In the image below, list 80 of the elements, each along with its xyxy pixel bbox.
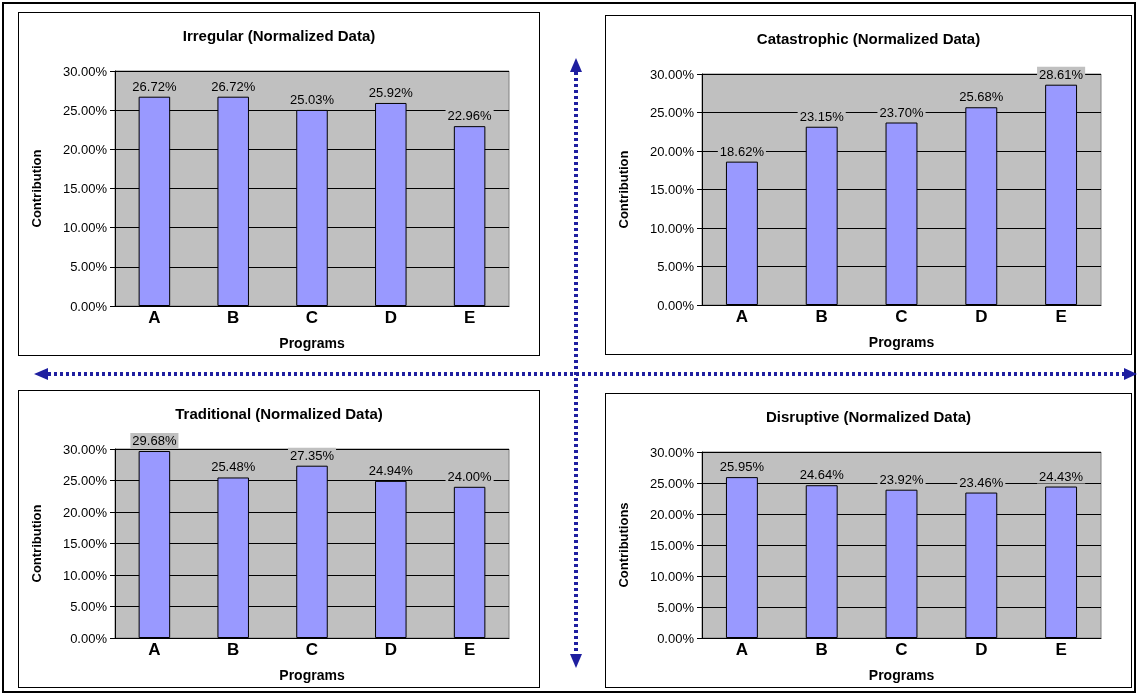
x-tick-label: B bbox=[227, 640, 240, 659]
y-tick-label: 15.00% bbox=[649, 537, 695, 553]
y-tick-label: 30.00% bbox=[649, 444, 695, 460]
y-axis-title: Contribution bbox=[29, 149, 44, 228]
x-tick-label: D bbox=[384, 640, 397, 659]
data-label: 23.70% bbox=[879, 104, 924, 120]
chart-title: Traditional (Normalized Data) bbox=[175, 405, 383, 422]
y-tick-label: 20.00% bbox=[649, 506, 695, 522]
y-tick-label: 5.00% bbox=[657, 259, 695, 274]
y-tick-label: 10.00% bbox=[62, 220, 108, 236]
chart-title: Disruptive (Normalized Data) bbox=[765, 408, 972, 425]
x-tick-label: C bbox=[895, 307, 908, 326]
y-tick-label: 0.00% bbox=[657, 630, 695, 646]
y-tick-label: 30.00% bbox=[62, 63, 108, 79]
chart-title: Irregular (Normalized Data) bbox=[182, 27, 376, 44]
data-label: 26.72% bbox=[132, 78, 177, 94]
data-label: 24.43% bbox=[1039, 468, 1084, 484]
y-tick-label: 5.00% bbox=[70, 259, 108, 275]
data-label: 24.00% bbox=[447, 468, 493, 484]
data-label: 25.48% bbox=[211, 459, 256, 475]
x-tick-label: A bbox=[148, 640, 161, 659]
data-label: 24.94% bbox=[368, 462, 414, 478]
x-tick-label: A bbox=[148, 308, 161, 327]
x-tick-label: C bbox=[305, 308, 319, 327]
y-axis-title: Contributions bbox=[616, 502, 631, 588]
y-tick-label: 25.00% bbox=[649, 475, 695, 491]
y-axis-title: Contribution bbox=[616, 150, 631, 229]
y-tick-label: 25.00% bbox=[62, 102, 108, 118]
y-tick-label: 0.00% bbox=[70, 298, 108, 314]
y-tick-label: 0.00% bbox=[70, 630, 108, 646]
x-tick-label: E bbox=[1055, 307, 1067, 326]
x-tick-label: A bbox=[735, 640, 749, 659]
x-tick-label: E bbox=[463, 308, 476, 327]
y-tick-label: 10.00% bbox=[649, 568, 695, 584]
y-tick-label: 30.00% bbox=[62, 441, 108, 457]
data-label: 27.35% bbox=[289, 447, 335, 463]
data-label: 18.62% bbox=[719, 143, 765, 159]
data-label: 28.61% bbox=[1039, 66, 1084, 82]
y-tick-label: 5.00% bbox=[657, 599, 695, 615]
y-tick-label: 10.00% bbox=[62, 567, 108, 583]
y-tick-label: 20.00% bbox=[62, 504, 108, 520]
y-tick-label: 15.00% bbox=[62, 181, 108, 196]
x-tick-label: C bbox=[305, 640, 319, 659]
x-tick-label: D bbox=[975, 307, 988, 326]
data-label: 23.15% bbox=[799, 108, 845, 124]
x-axis-title: Programs bbox=[868, 667, 935, 683]
x-tick-label: D bbox=[384, 308, 397, 327]
y-tick-label: 30.00% bbox=[649, 66, 695, 82]
x-tick-label: B bbox=[815, 307, 828, 326]
x-axis-title: Programs bbox=[279, 335, 345, 351]
x-tick-label: C bbox=[895, 640, 908, 659]
data-label: 25.68% bbox=[959, 89, 1004, 105]
y-tick-label: 15.00% bbox=[649, 182, 695, 197]
y-tick-label: 15.00% bbox=[62, 536, 108, 551]
data-label: 23.46% bbox=[959, 474, 1004, 490]
y-tick-label: 25.00% bbox=[62, 473, 108, 488]
y-tick-label: 0.00% bbox=[657, 297, 695, 313]
y-tick-label: 20.00% bbox=[649, 143, 695, 159]
y-tick-label: 25.00% bbox=[649, 105, 695, 120]
x-tick-label: B bbox=[815, 640, 828, 659]
x-axis-title: Programs bbox=[279, 667, 345, 683]
x-tick-label: E bbox=[463, 640, 476, 659]
x-tick-label: A bbox=[735, 307, 749, 326]
x-tick-label: D bbox=[975, 640, 988, 659]
data-label: 26.72% bbox=[211, 78, 256, 94]
x-tick-label: B bbox=[227, 308, 240, 327]
y-tick-label: 20.00% bbox=[62, 141, 108, 157]
data-label: 24.64% bbox=[799, 467, 845, 483]
x-axis-title: Programs bbox=[868, 334, 935, 350]
data-label: 23.92% bbox=[879, 471, 924, 487]
data-label: 29.68% bbox=[132, 433, 177, 449]
x-tick-label: E bbox=[1055, 640, 1067, 659]
y-tick-label: 5.00% bbox=[70, 599, 108, 614]
y-axis-title: Contribution bbox=[29, 504, 44, 583]
data-label: 22.96% bbox=[447, 108, 493, 124]
y-tick-label: 10.00% bbox=[649, 220, 695, 236]
data-label: 25.92% bbox=[368, 84, 414, 100]
data-label: 25.95% bbox=[719, 459, 765, 475]
chart-title: Catastrophic (Normalized Data) bbox=[756, 30, 981, 47]
data-label: 25.03% bbox=[289, 91, 335, 107]
